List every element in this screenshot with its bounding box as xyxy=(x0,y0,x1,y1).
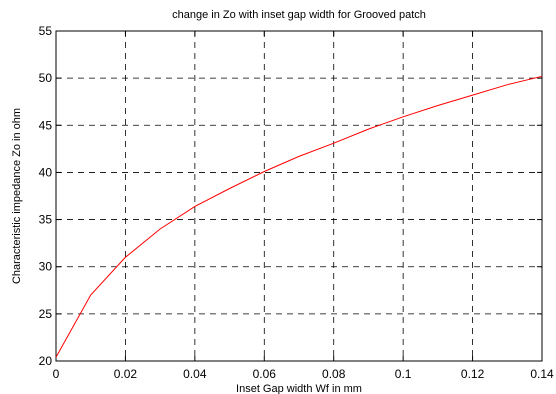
x-tick-label: 0.1 xyxy=(395,367,412,381)
y-tick-label: 30 xyxy=(39,260,53,274)
series-group xyxy=(55,75,543,358)
x-tick-label: 0.02 xyxy=(114,367,138,381)
y-tick-label: 50 xyxy=(39,71,53,85)
x-tick-label: 0.12 xyxy=(461,367,485,381)
y-tick-label: 45 xyxy=(39,118,53,132)
x-tick-label: 0.14 xyxy=(530,367,554,381)
grid xyxy=(56,31,542,361)
x-tick-label: 0 xyxy=(53,367,60,381)
y-tick-label: 25 xyxy=(39,307,53,321)
x-tick-label: 0.08 xyxy=(322,367,346,381)
x-axis-label: Inset Gap width Wf in mm xyxy=(236,383,362,394)
plot-area xyxy=(55,30,543,362)
y-tick-label: 55 xyxy=(39,24,53,38)
axis-ticks: 0 0.02 0.04 0.06 0.08 0.1 0.12 0.14 20 25 30 35 40 45… xyxy=(39,24,554,381)
series-line xyxy=(55,75,543,358)
chart-title: change in Zo with inset gap width for Gr… xyxy=(172,9,426,21)
y-tick-label: 20 xyxy=(39,354,53,368)
x-tick-label: 0.06 xyxy=(253,367,277,381)
y-axis-label: Characteristic impedance Zo in ohm xyxy=(11,108,23,284)
y-tick-label: 40 xyxy=(39,165,53,179)
x-tick-label: 0.04 xyxy=(183,367,207,381)
y-tick-label: 35 xyxy=(39,213,53,227)
